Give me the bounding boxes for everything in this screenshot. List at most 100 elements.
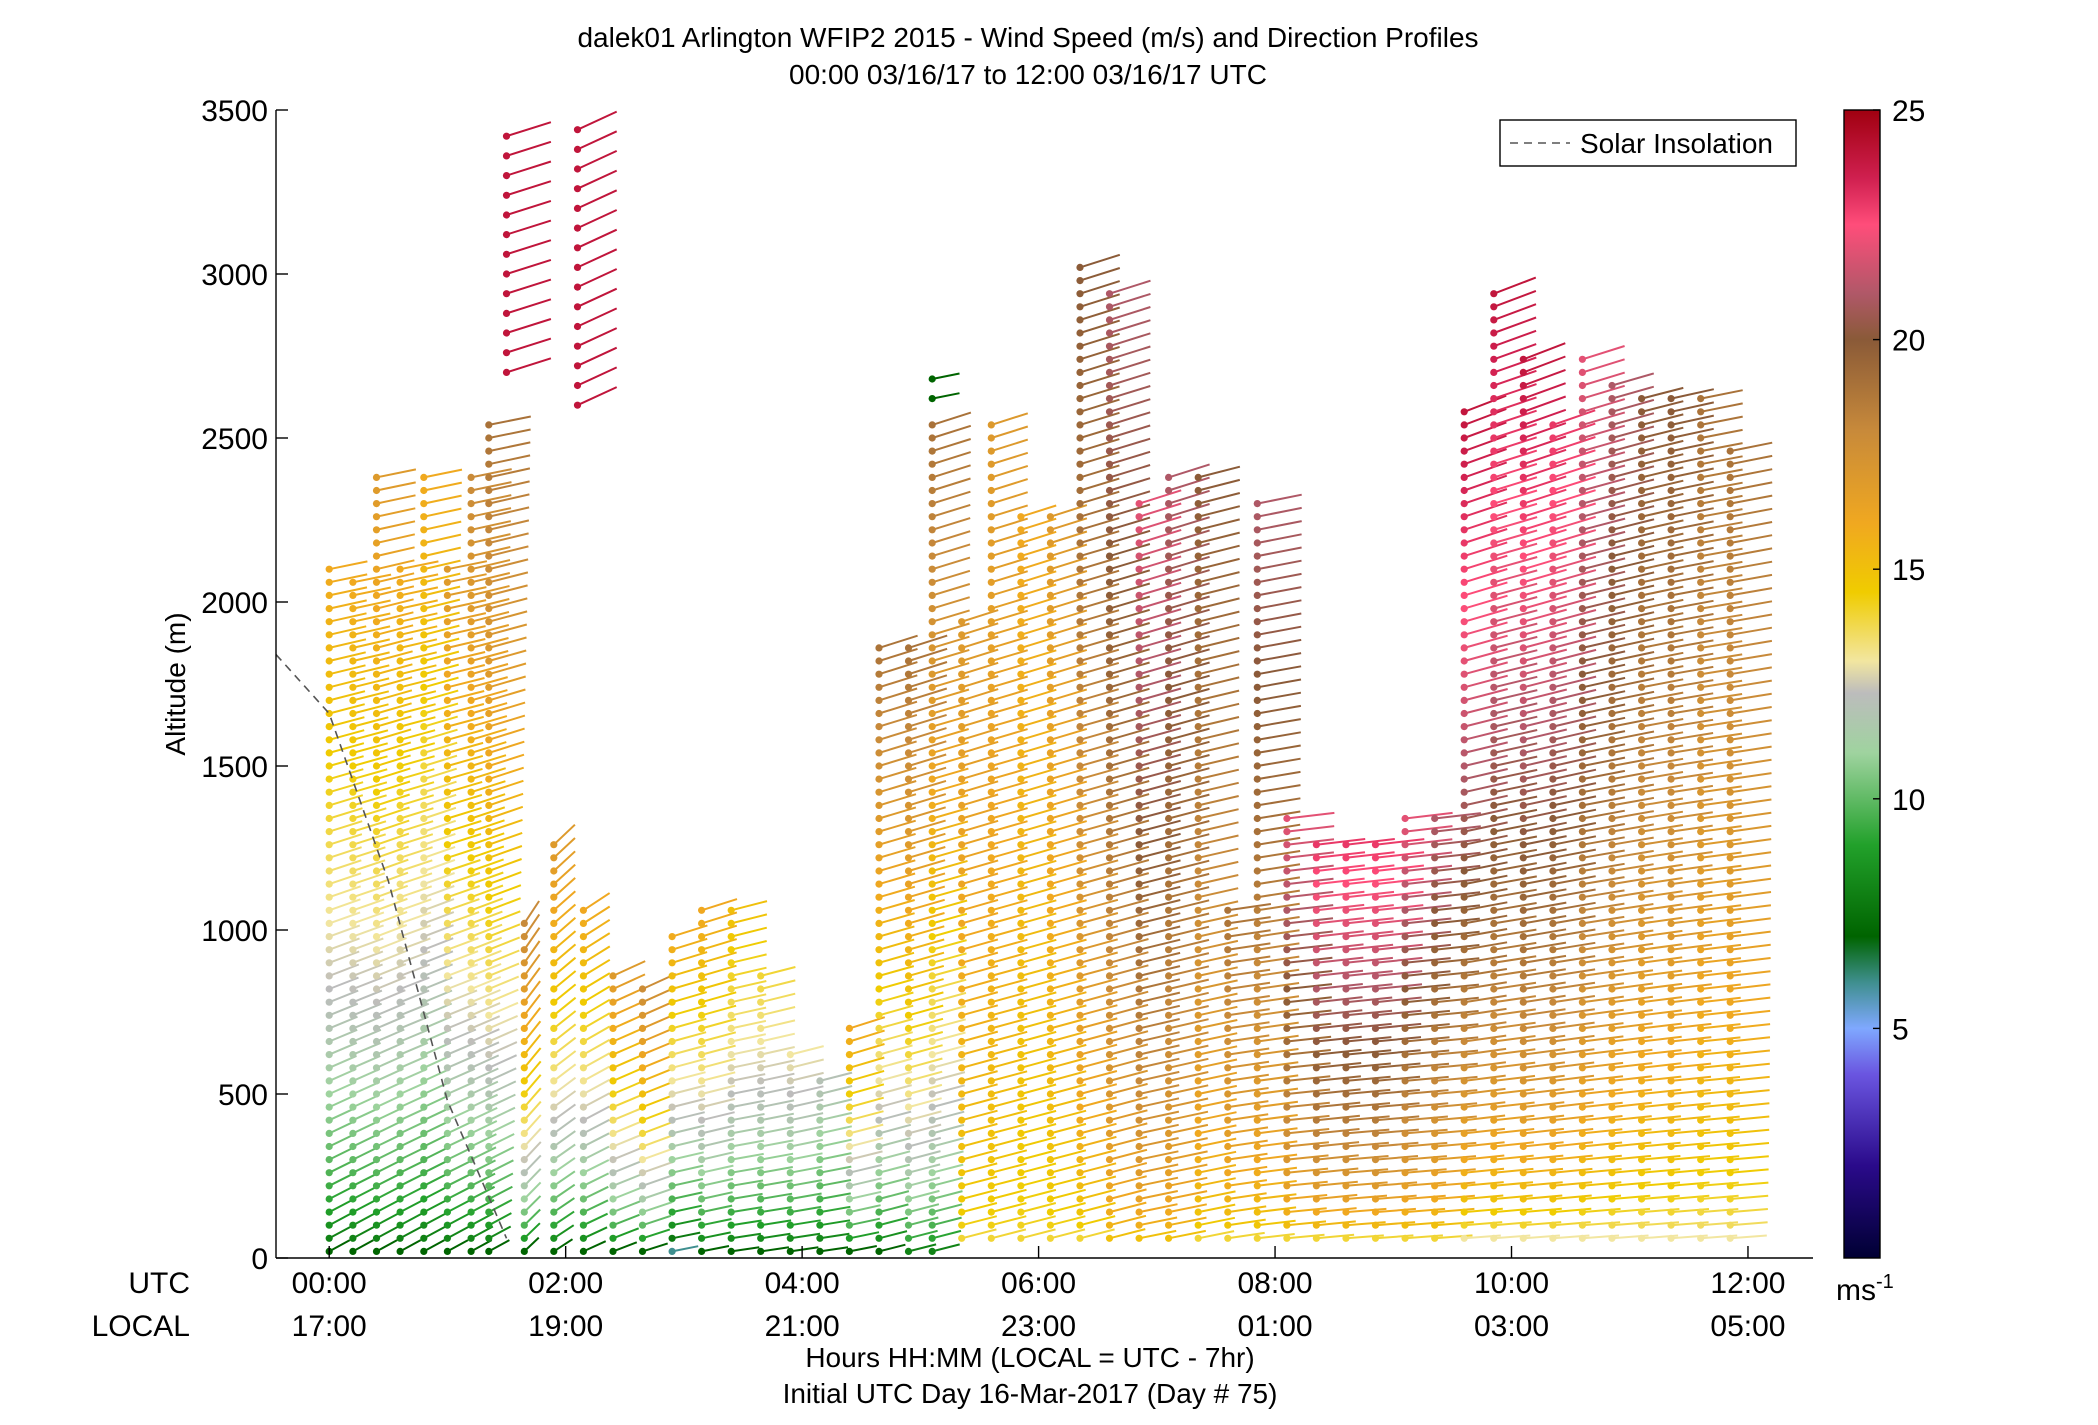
wind-barb-shaft bbox=[1405, 1049, 1450, 1056]
wind-barb-point bbox=[1105, 500, 1114, 508]
wind-barb-point bbox=[1046, 1182, 1054, 1190]
wind-barb-point bbox=[396, 1024, 404, 1032]
wind-barb-point bbox=[467, 605, 475, 613]
wind-barb-point bbox=[1608, 421, 1616, 429]
wind-barb-point bbox=[1549, 736, 1557, 744]
wind-barb-point bbox=[1253, 696, 1261, 705]
wind-barb-shaft bbox=[1700, 402, 1743, 413]
wind-barb-shaft bbox=[1493, 729, 1538, 741]
wind-barb-shaft bbox=[352, 768, 388, 781]
wind-barb-point bbox=[1431, 814, 1439, 823]
wind-barb-point bbox=[1431, 1090, 1439, 1098]
wind-barb-shaft bbox=[376, 494, 416, 505]
wind-barb-point bbox=[1105, 1221, 1114, 1229]
wind-barb-shaft bbox=[731, 1192, 763, 1200]
wind-barb-shaft bbox=[376, 676, 413, 689]
wind-barb-shaft bbox=[1493, 1141, 1535, 1148]
wind-barb-point bbox=[1253, 972, 1261, 980]
wind-barb-point bbox=[372, 657, 381, 665]
wind-barb-shaft bbox=[1582, 876, 1625, 886]
wind-barb-point bbox=[609, 1221, 617, 1229]
wind-barb-point bbox=[1697, 631, 1705, 639]
wind-barb-point bbox=[1312, 841, 1320, 849]
wind-barb-shaft bbox=[961, 819, 999, 833]
wind-barb-point bbox=[1549, 959, 1557, 967]
wind-barb-shaft bbox=[470, 1106, 498, 1122]
wind-barb-point bbox=[325, 749, 333, 757]
wind-barb-point bbox=[396, 814, 404, 823]
wind-barb-point bbox=[928, 473, 936, 481]
wind-barb-point bbox=[349, 1156, 357, 1164]
wind-barb-point bbox=[875, 1234, 883, 1242]
wind-barb-shaft bbox=[961, 912, 999, 925]
wind-barb-point bbox=[1165, 473, 1173, 481]
wind-barb-point bbox=[520, 1208, 528, 1216]
wind-barb-point bbox=[467, 1182, 475, 1190]
wind-barb-shaft bbox=[1138, 872, 1181, 886]
wind-barb-shaft bbox=[849, 1083, 885, 1095]
wind-barb-point bbox=[579, 1024, 588, 1032]
wind-barb-point bbox=[1194, 946, 1202, 954]
wind-barb-shaft bbox=[1641, 863, 1683, 872]
wind-barb-point bbox=[372, 1024, 381, 1032]
wind-barb-point bbox=[1460, 408, 1468, 416]
wind-barb-point bbox=[1165, 1011, 1173, 1019]
wind-barb-point bbox=[372, 1011, 381, 1019]
wind-barb-shaft bbox=[446, 1185, 472, 1200]
wind-barb-shaft bbox=[760, 1086, 795, 1095]
wind-barb-shaft bbox=[1582, 1141, 1623, 1148]
wind-barb-shaft bbox=[931, 517, 971, 531]
wind-barb-point bbox=[1490, 788, 1498, 796]
wind-barb-shaft bbox=[990, 438, 1029, 453]
wind-barb-point bbox=[349, 801, 357, 810]
wind-barb-point bbox=[1431, 1234, 1439, 1242]
wind-barb-shaft bbox=[1109, 714, 1150, 728]
wind-barb-point bbox=[520, 933, 528, 941]
wind-barb-point bbox=[1105, 1182, 1114, 1190]
wind-barb-shaft bbox=[1670, 573, 1714, 584]
wind-barb-point bbox=[1726, 828, 1734, 836]
wind-barb-shaft bbox=[1552, 1167, 1593, 1174]
wind-barb-point bbox=[638, 1156, 647, 1164]
wind-barb-shaft bbox=[1493, 1181, 1534, 1187]
wind-barb-point bbox=[1608, 526, 1616, 534]
wind-barb-shaft bbox=[760, 1219, 792, 1227]
wind-barb-shaft bbox=[488, 454, 531, 466]
wind-barb-point bbox=[420, 762, 428, 770]
wind-barb-point bbox=[1194, 985, 1202, 993]
wind-barb-point bbox=[1135, 696, 1143, 705]
wind-barb-shaft bbox=[760, 992, 796, 1004]
wind-barb-shaft bbox=[1109, 898, 1149, 912]
wind-barb-shaft bbox=[908, 634, 948, 649]
wind-barb-point bbox=[349, 828, 357, 836]
wind-barb-shaft bbox=[1020, 715, 1057, 728]
wind-barb-shaft bbox=[1138, 965, 1181, 977]
wind-barb-point bbox=[987, 1037, 995, 1046]
wind-barb-shaft bbox=[1641, 1155, 1681, 1161]
wind-barb-point bbox=[1076, 381, 1084, 390]
wind-barb-point bbox=[485, 1142, 493, 1151]
wind-barb-shaft bbox=[328, 937, 360, 951]
wind-barb-point bbox=[420, 854, 428, 862]
wind-barb-point bbox=[845, 1090, 854, 1098]
wind-barb-point bbox=[1638, 473, 1646, 481]
wind-barb-shaft bbox=[1700, 1128, 1740, 1135]
wind-barb-point bbox=[1046, 867, 1054, 875]
wind-barb-shaft bbox=[642, 1228, 671, 1240]
wind-barb-point bbox=[1578, 801, 1586, 810]
wind-barb-point bbox=[1342, 959, 1350, 967]
wind-barb-shaft bbox=[730, 913, 768, 925]
wind-barb-shaft bbox=[1700, 1115, 1740, 1122]
wind-barb-point bbox=[904, 1064, 913, 1072]
wind-barb-point bbox=[904, 670, 913, 678]
wind-barb-point bbox=[1076, 1234, 1084, 1242]
wind-barb-point bbox=[372, 644, 381, 652]
wind-barb-shaft bbox=[423, 819, 457, 833]
wind-barb-shaft bbox=[1286, 851, 1335, 859]
wind-barb-point bbox=[1726, 985, 1734, 993]
wind-barb-point bbox=[1638, 867, 1646, 875]
wind-barb-point bbox=[1105, 854, 1114, 862]
wind-barb-point bbox=[1578, 670, 1586, 678]
wind-barb-point bbox=[845, 1103, 854, 1111]
wind-barb-point bbox=[1490, 605, 1498, 613]
